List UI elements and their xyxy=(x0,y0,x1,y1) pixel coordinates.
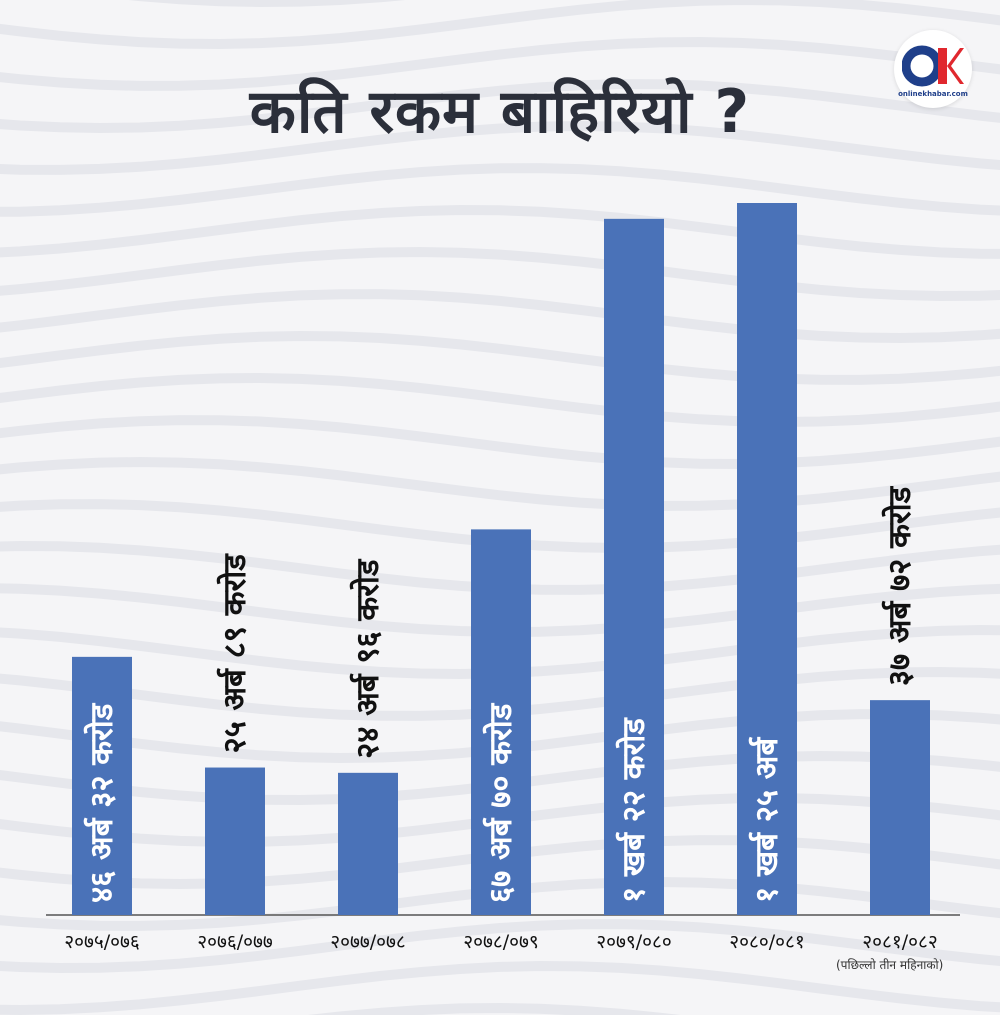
data-label: १ खर्ब २२ करोड xyxy=(615,717,652,903)
data-label: ६७ अर्ब ७० करोड xyxy=(482,702,519,903)
background-wave xyxy=(0,246,1000,302)
chart-title: कति रकम बाहिरियो ? xyxy=(249,77,751,147)
x-tick-label: २०८१/०८२ xyxy=(862,931,938,953)
background-wave xyxy=(0,330,1000,385)
data-label: ३७ अर्ब ७२ करोड xyxy=(881,485,918,686)
background-wave xyxy=(0,919,1000,974)
data-label: ४६ अर्ब ३२ करोड xyxy=(83,702,120,903)
bar xyxy=(870,700,930,915)
onlinekhabar-logo: onlinekhabar.com xyxy=(894,30,972,108)
background-wave xyxy=(0,0,1000,50)
data-label: २४ अर्ब ९६ करोड xyxy=(349,558,386,759)
background-wave xyxy=(0,36,1000,91)
x-tick-label: २०७५/०७६ xyxy=(64,931,140,953)
background-wave xyxy=(307,1002,681,1015)
background-wave xyxy=(0,289,1000,344)
background-wave xyxy=(0,372,1000,428)
ok-logo-icon xyxy=(902,45,964,87)
background-wave xyxy=(0,204,1000,259)
background-wave xyxy=(0,456,1000,511)
logo-text: onlinekhabar.com xyxy=(898,90,968,98)
x-tick-label: २०७६/०७७ xyxy=(197,931,273,953)
x-tick-label: २०८०/०८१ xyxy=(729,931,805,953)
background-wave xyxy=(0,415,1000,470)
bar xyxy=(205,767,265,915)
data-label: १ खर्ब २५ अर्ब xyxy=(748,737,785,903)
background-wave xyxy=(0,120,1000,175)
background-wave xyxy=(0,163,1000,217)
bar xyxy=(338,772,398,915)
background-wave xyxy=(0,960,1000,1015)
category-note: (पछिल्लो तीन महिनाको) xyxy=(836,958,944,972)
x-tick-label: २०७९/०८० xyxy=(596,931,672,953)
background-wave xyxy=(0,79,1000,134)
bar xyxy=(604,218,664,915)
data-label: २५ अर्ब ८९ करोड xyxy=(216,553,253,754)
bar xyxy=(72,656,132,915)
bar xyxy=(471,529,531,915)
x-tick-label: २०७७/०७८ xyxy=(330,931,406,953)
bar xyxy=(737,203,797,915)
x-tick-label: २०७८/०७९ xyxy=(463,931,539,953)
